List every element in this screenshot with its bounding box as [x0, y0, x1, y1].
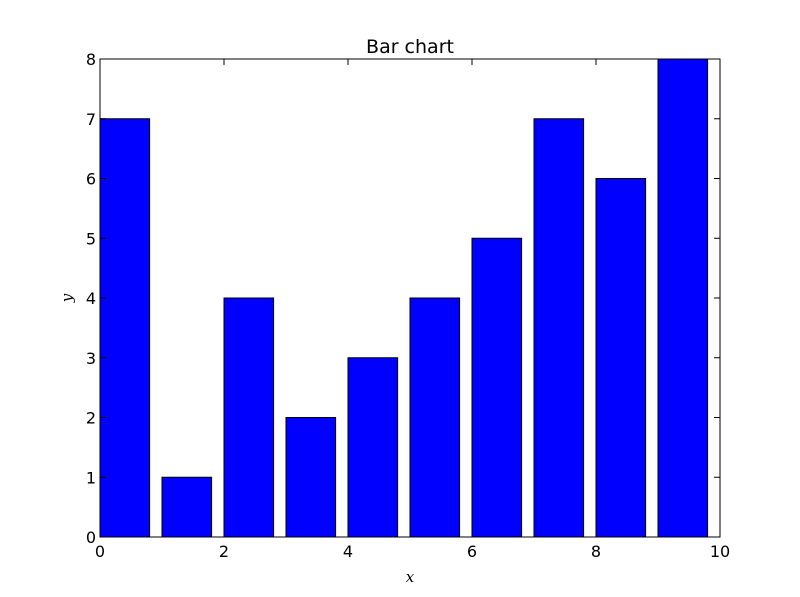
bar-5	[410, 298, 460, 537]
y-tick-label-5: 5	[86, 229, 96, 248]
x-tick-label-4: 4	[343, 542, 353, 561]
y-tick-label-2: 2	[86, 409, 96, 428]
bar-3	[286, 418, 336, 538]
x-tick-label-0: 0	[95, 542, 105, 561]
y-tick-label-7: 7	[86, 110, 96, 129]
bar-4	[348, 358, 398, 537]
y-tick-label-6: 6	[86, 170, 96, 189]
x-tick-label-8: 8	[591, 542, 601, 561]
bar-8	[596, 179, 646, 538]
bar-7	[534, 119, 584, 537]
bar-0	[100, 119, 150, 537]
y-tick-label-1: 1	[86, 468, 96, 487]
chart-title: Bar chart	[366, 36, 454, 58]
x-tick-label-2: 2	[219, 542, 229, 561]
y-tick-label-0: 0	[86, 528, 96, 547]
x-axis-label: x	[406, 568, 415, 586]
y-tick-label-8: 8	[86, 50, 96, 69]
bar-6	[472, 238, 522, 537]
y-tick-label-4: 4	[86, 289, 96, 308]
y-tick-label-3: 3	[86, 349, 96, 368]
y-axis-label: y	[58, 293, 76, 303]
x-tick-label-10: 10	[710, 542, 730, 561]
x-tick-label-6: 6	[467, 542, 477, 561]
bars-group	[100, 59, 708, 537]
bar-2	[224, 298, 274, 537]
bar-9	[658, 59, 708, 537]
bar-1	[162, 477, 212, 537]
